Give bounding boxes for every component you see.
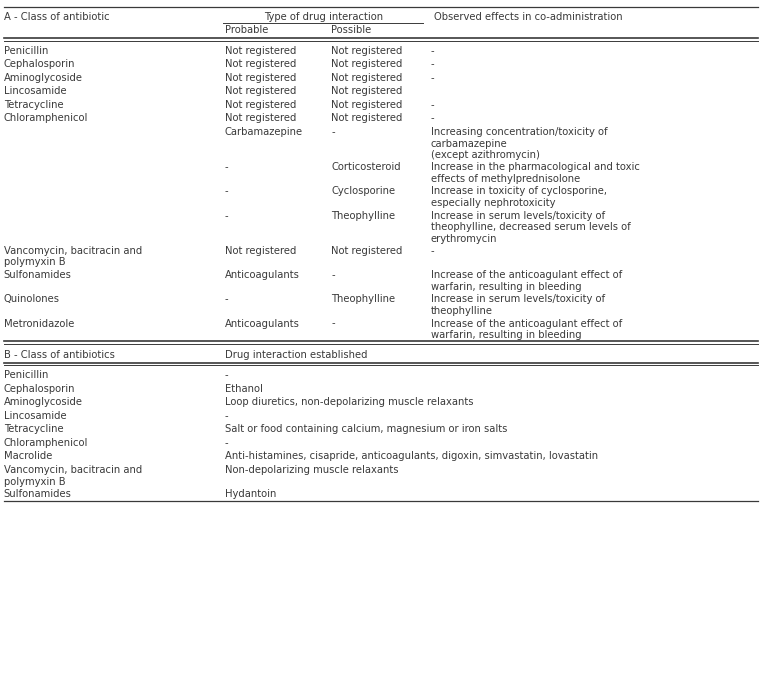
Text: -: -: [431, 46, 434, 56]
Text: Not registered: Not registered: [225, 60, 296, 69]
Text: Corticosteroid: Corticosteroid: [331, 162, 401, 172]
Text: Theophylline: Theophylline: [331, 210, 395, 221]
Text: -: -: [225, 294, 229, 304]
Text: Lincosamide: Lincosamide: [4, 411, 66, 421]
Text: Aminoglycoside: Aminoglycoside: [4, 397, 83, 407]
Text: Not registered: Not registered: [225, 100, 296, 110]
Text: Not registered: Not registered: [331, 100, 403, 110]
Text: -: -: [225, 371, 229, 380]
Text: Not registered: Not registered: [225, 73, 296, 83]
Text: -: -: [225, 210, 229, 221]
Text: Not registered: Not registered: [331, 73, 403, 83]
Text: Cephalosporin: Cephalosporin: [4, 60, 75, 69]
Text: Not registered: Not registered: [331, 46, 403, 56]
Text: Carbamazepine: Carbamazepine: [225, 127, 303, 137]
Text: Anticoagulants: Anticoagulants: [225, 270, 299, 280]
Text: Not registered: Not registered: [225, 246, 296, 255]
Text: -: -: [331, 319, 335, 328]
Text: Tetracycline: Tetracycline: [4, 424, 63, 434]
Text: -: -: [225, 186, 229, 196]
Text: -: -: [225, 438, 229, 448]
Text: Anti-histamines, cisapride, anticoagulants, digoxin, simvastatin, lovastatin: Anti-histamines, cisapride, anticoagulan…: [225, 452, 598, 462]
Text: -: -: [331, 127, 335, 137]
Text: Not registered: Not registered: [331, 113, 403, 124]
Text: Theophylline: Theophylline: [331, 294, 395, 304]
Text: Sulfonamides: Sulfonamides: [4, 270, 72, 280]
Text: Not registered: Not registered: [225, 113, 296, 124]
Text: Not registered: Not registered: [225, 86, 296, 96]
Text: B - Class of antibiotics: B - Class of antibiotics: [4, 350, 115, 359]
Text: Increase of the anticoagulant effect of
warfarin, resulting in bleeding: Increase of the anticoagulant effect of …: [431, 319, 622, 340]
Text: Not registered: Not registered: [331, 86, 403, 96]
Text: Not registered: Not registered: [331, 246, 403, 255]
Text: Cephalosporin: Cephalosporin: [4, 384, 75, 393]
Text: Not registered: Not registered: [225, 46, 296, 56]
Text: Sulfonamides: Sulfonamides: [4, 489, 72, 499]
Text: Increasing concentration/toxicity of
carbamazepine
(except azithromycin): Increasing concentration/toxicity of car…: [431, 127, 607, 160]
Text: Chloramphenicol: Chloramphenicol: [4, 438, 88, 448]
Text: Increase in serum levels/toxicity of
theophylline: Increase in serum levels/toxicity of the…: [431, 294, 605, 316]
Text: Salt or food containing calcium, magnesium or iron salts: Salt or food containing calcium, magnesi…: [225, 424, 507, 434]
Text: Tetracycline: Tetracycline: [4, 100, 63, 110]
Text: Ethanol: Ethanol: [225, 384, 263, 393]
Text: Vancomycin, bacitracin and
polymyxin B: Vancomycin, bacitracin and polymyxin B: [4, 465, 142, 486]
Text: Penicillin: Penicillin: [4, 371, 48, 380]
Text: Metronidazole: Metronidazole: [4, 319, 74, 328]
Text: -: -: [431, 60, 434, 69]
Text: Drug interaction established: Drug interaction established: [225, 350, 367, 359]
Text: Anticoagulants: Anticoagulants: [225, 319, 299, 328]
Text: Increase in toxicity of cyclosporine,
especially nephrotoxicity: Increase in toxicity of cyclosporine, es…: [431, 186, 607, 208]
Text: -: -: [225, 411, 229, 421]
Text: Vancomycin, bacitracin and
polymyxin B: Vancomycin, bacitracin and polymyxin B: [4, 246, 142, 267]
Text: Loop diuretics, non-depolarizing muscle relaxants: Loop diuretics, non-depolarizing muscle …: [225, 397, 473, 407]
Text: Increase in serum levels/toxicity of
theophylline, decreased serum levels of
ery: Increase in serum levels/toxicity of the…: [431, 210, 630, 244]
Text: -: -: [431, 113, 434, 124]
Text: -: -: [431, 100, 434, 110]
Text: Lincosamide: Lincosamide: [4, 86, 66, 96]
Text: Aminoglycoside: Aminoglycoside: [4, 73, 83, 83]
Text: A - Class of antibiotic: A - Class of antibiotic: [4, 12, 110, 22]
Text: Increase in the pharmacological and toxic
effects of methylprednisolone: Increase in the pharmacological and toxi…: [431, 162, 639, 184]
Text: Quinolones: Quinolones: [4, 294, 59, 304]
Text: Increase of the anticoagulant effect of
warfarin, resulting in bleeding: Increase of the anticoagulant effect of …: [431, 270, 622, 291]
Text: -: -: [431, 246, 434, 255]
Text: Probable: Probable: [225, 26, 268, 35]
Text: Cyclosporine: Cyclosporine: [331, 186, 395, 196]
Text: -: -: [431, 73, 434, 83]
Text: Type of drug interaction: Type of drug interaction: [264, 12, 383, 22]
Text: Macrolide: Macrolide: [4, 452, 52, 462]
Text: Non-depolarizing muscle relaxants: Non-depolarizing muscle relaxants: [225, 465, 399, 475]
Text: -: -: [331, 270, 335, 280]
Text: Possible: Possible: [331, 26, 372, 35]
Text: Hydantoin: Hydantoin: [225, 489, 276, 499]
Text: Not registered: Not registered: [331, 60, 403, 69]
Text: Penicillin: Penicillin: [4, 46, 48, 56]
Text: Chloramphenicol: Chloramphenicol: [4, 113, 88, 124]
Text: -: -: [225, 162, 229, 172]
Text: Observed effects in co-administration: Observed effects in co-administration: [434, 12, 623, 22]
